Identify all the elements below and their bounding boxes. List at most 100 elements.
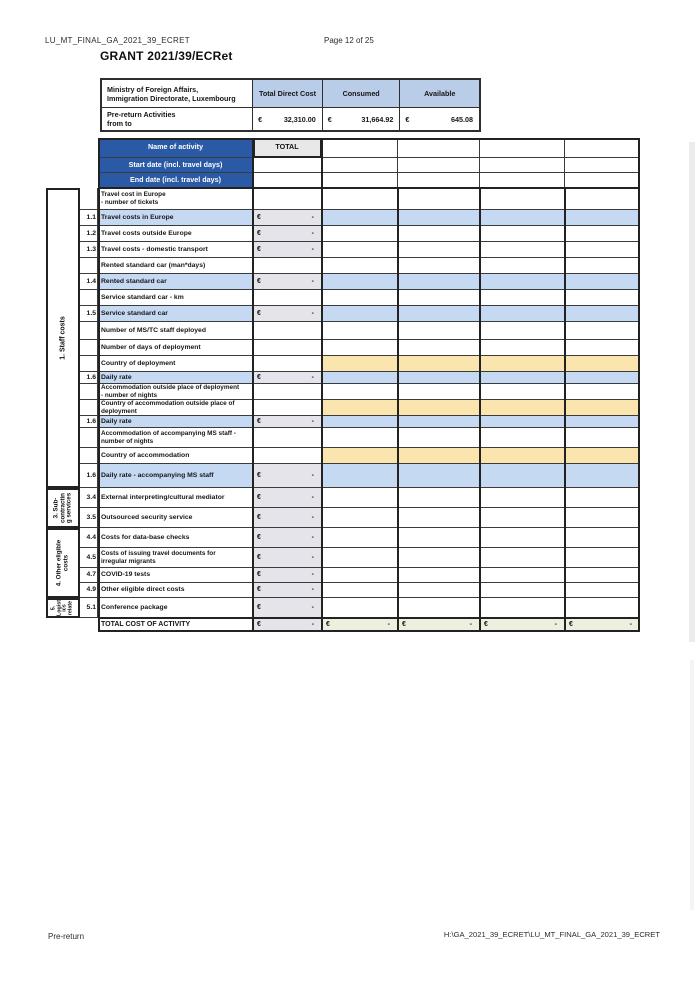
euro-sign: € bbox=[257, 277, 261, 285]
table-row: 4.9 Other eligible direct costs € - bbox=[46, 583, 640, 598]
table-row: 3.5 Outsourced security service € - bbox=[46, 508, 640, 528]
row-number: 1.4 bbox=[80, 274, 98, 290]
table-row: Rented standard car (man*days) bbox=[46, 258, 640, 274]
table-row: End date (incl. travel days) bbox=[46, 173, 640, 188]
row-number bbox=[80, 448, 98, 464]
activity-value-cell bbox=[322, 598, 398, 618]
row-number: 4.5 bbox=[80, 548, 98, 568]
left-margin-spacer bbox=[46, 138, 98, 158]
left-margin-spacer bbox=[46, 618, 98, 632]
euro-sign: € bbox=[257, 213, 261, 221]
activity-header-label: End date (incl. travel days) bbox=[98, 173, 253, 188]
row-label: Number of days of deployment bbox=[98, 340, 253, 356]
row-label: Country of accommodation outside place o… bbox=[98, 400, 253, 416]
summary-amount-cell: €645.08 bbox=[399, 107, 479, 130]
cost-group-label: 3. Sub- contractin g services bbox=[52, 492, 73, 524]
activity-value-cell bbox=[480, 598, 565, 618]
activity-value-cell bbox=[480, 290, 565, 306]
row-number bbox=[80, 322, 98, 340]
activity-value-cell bbox=[565, 290, 640, 306]
euro-sign: € bbox=[327, 114, 332, 124]
amount-value: 32,310.00 bbox=[283, 114, 316, 124]
activity-value-cell bbox=[565, 598, 640, 618]
row-number bbox=[80, 188, 98, 210]
activity-value-cell bbox=[565, 583, 640, 598]
table-row: 1.6 Daily rate € - bbox=[46, 416, 640, 428]
row-label: Travel costs in Europe bbox=[98, 210, 253, 226]
total-empty-cell bbox=[253, 428, 322, 448]
total-amount-cell: € - bbox=[253, 242, 322, 258]
activity-value-cell bbox=[322, 448, 398, 464]
grant-title: GRANT 2021/39/ECRet bbox=[100, 49, 233, 63]
cost-group-subcontracting: 3. Sub- contractin g services bbox=[46, 488, 80, 528]
amount-value: - bbox=[311, 309, 314, 317]
activity-value-cell bbox=[480, 464, 565, 488]
activity-value-cell bbox=[565, 274, 640, 290]
left-margin-spacer bbox=[46, 173, 98, 188]
activity-value-cell bbox=[565, 508, 640, 528]
activity-empty-cell bbox=[398, 173, 480, 188]
amount-value: 31,664.92 bbox=[361, 114, 394, 124]
table-row: Accommodation outside place of deploymen… bbox=[46, 384, 640, 400]
amount-value: - bbox=[311, 553, 314, 561]
table-row: 1.6 Daily rate - accompanying MS staff € - bbox=[46, 464, 640, 488]
activity-value-cell bbox=[398, 242, 480, 258]
activity-value-cell bbox=[480, 188, 565, 210]
activity-empty-cell bbox=[322, 158, 398, 173]
activity-value-cell bbox=[322, 400, 398, 416]
amount-value: - bbox=[311, 513, 314, 521]
row-label: Travel costs outside Europe bbox=[98, 226, 253, 242]
euro-sign: € bbox=[257, 417, 261, 425]
activity-value-cell bbox=[480, 274, 565, 290]
activity-value-cell bbox=[565, 416, 640, 428]
table-row: Country of accommodation outside place o… bbox=[46, 400, 640, 416]
activity-value-cell bbox=[480, 528, 565, 548]
table-row: 1.2 Travel costs outside Europe € - bbox=[46, 226, 640, 242]
activity-empty-cell bbox=[480, 173, 565, 188]
total-amount-cell: € - bbox=[253, 548, 322, 568]
activity-value-cell bbox=[480, 583, 565, 598]
row-label: Service standard car bbox=[98, 306, 253, 322]
row-number: 1.2 bbox=[80, 226, 98, 242]
activity-value-cell bbox=[565, 528, 640, 548]
footer-sheet-name: Pre-return bbox=[48, 932, 85, 941]
row-number: 1.1 bbox=[80, 210, 98, 226]
footer-file-path: H:\GA_2021_39_ECRET\LU_MT_FINAL_GA_2021_… bbox=[443, 930, 660, 939]
activity-value-cell bbox=[398, 290, 480, 306]
activity-value-cell bbox=[398, 464, 480, 488]
activity-value-cell bbox=[322, 428, 398, 448]
activity-value-cell bbox=[480, 428, 565, 448]
grand-total-amount-cell: € - bbox=[253, 618, 322, 632]
table-row: 1.6 Daily rate € - bbox=[46, 372, 640, 384]
total-amount-cell: € - bbox=[253, 488, 322, 508]
page-number: Page 12 of 25 bbox=[324, 36, 374, 45]
amount-value: - bbox=[554, 620, 557, 628]
table-row: 1.3 Travel costs - domestic transport € - bbox=[46, 242, 640, 258]
table-row: Accommodation of accompanying MS staff -… bbox=[46, 428, 640, 448]
activity-empty-cell bbox=[565, 173, 640, 188]
left-margin-spacer bbox=[46, 158, 98, 173]
activity-value-cell bbox=[480, 568, 565, 583]
budget-summary-table: Ministry of Foreign Affairs, Immigration… bbox=[100, 78, 481, 132]
row-number: 4.4 bbox=[80, 528, 98, 548]
activity-value-cell bbox=[480, 210, 565, 226]
cost-group-other-eligible: 4. Other eligible costs bbox=[46, 528, 80, 598]
activity-value-cell bbox=[480, 416, 565, 428]
summary-amount-cell: €32,310.00 bbox=[252, 107, 322, 130]
activity-value-cell bbox=[322, 416, 398, 428]
activity-value-cell bbox=[398, 188, 480, 210]
activity-value-cell bbox=[398, 488, 480, 508]
total-amount-cell: € - bbox=[253, 583, 322, 598]
activity-value-cell bbox=[398, 428, 480, 448]
total-empty-cell bbox=[253, 356, 322, 372]
scan-artifact bbox=[689, 142, 695, 642]
activity-value-cell bbox=[322, 528, 398, 548]
activity-value-cell bbox=[565, 400, 640, 416]
row-number bbox=[80, 384, 98, 400]
euro-sign: € bbox=[326, 620, 330, 628]
activity-value-cell bbox=[565, 428, 640, 448]
euro-sign: € bbox=[257, 533, 261, 541]
row-label: Travel cost in Europe - number of ticket… bbox=[98, 188, 253, 210]
row-label: Outsourced security service bbox=[98, 508, 253, 528]
activity-value-cell bbox=[322, 274, 398, 290]
